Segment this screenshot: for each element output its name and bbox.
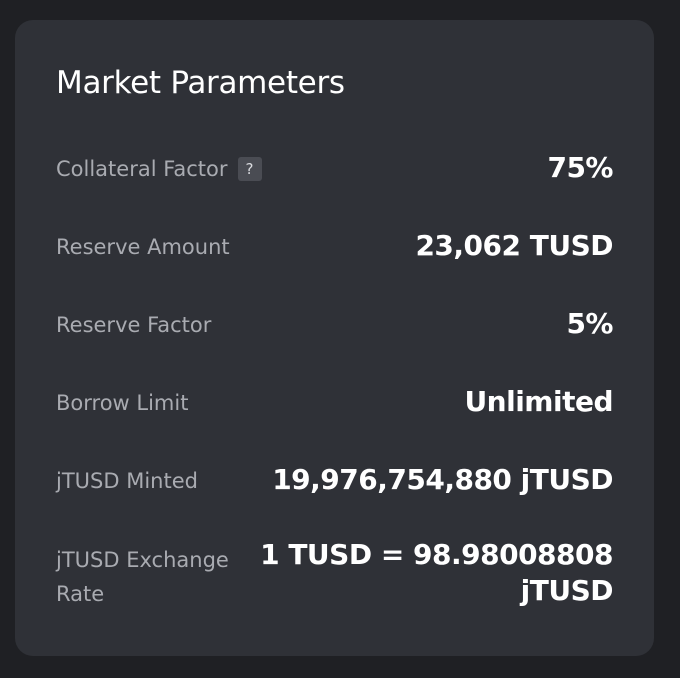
card-title: Market Parameters: [56, 65, 345, 101]
market-parameters-card: Market Parameters Collateral Factor ? 75…: [15, 20, 654, 656]
param-row-reserve-amount: Reserve Amount 23,062 TUSD: [56, 226, 613, 266]
param-label-borrow-limit: Borrow Limit: [56, 391, 189, 415]
param-label-reserve-factor: Reserve Factor: [56, 313, 212, 337]
param-value-reserve-factor: 5%: [566, 307, 613, 340]
param-label-reserve-amount: Reserve Amount: [56, 235, 230, 259]
param-label-jtusd-minted: jTUSD Minted: [56, 469, 198, 493]
param-row-borrow-limit: Borrow Limit Unlimited: [56, 382, 613, 422]
param-label-collateral-factor: Collateral Factor ?: [56, 156, 262, 182]
param-value-jtusd-minted: 19,976,754,880 jTUSD: [272, 463, 613, 496]
param-label-text: Collateral Factor: [56, 157, 228, 181]
param-value-collateral-factor: 75%: [547, 151, 613, 184]
help-icon[interactable]: ?: [237, 157, 262, 181]
param-row-collateral-factor: Collateral Factor ? 75%: [56, 148, 613, 188]
param-label-exchange-rate: jTUSD Exchange Rate: [56, 548, 229, 606]
param-value-reserve-amount: 23,062 TUSD: [415, 229, 613, 262]
param-value-exchange-rate: 1 TUSD = 98.98008808 jTUSD: [260, 538, 613, 607]
param-row-exchange-rate: jTUSD Exchange Rate 1 TUSD = 98.98008808…: [56, 536, 614, 616]
param-row-reserve-factor: Reserve Factor 5%: [56, 304, 613, 344]
param-value-borrow-limit: Unlimited: [464, 385, 613, 418]
param-row-jtusd-minted: jTUSD Minted 19,976,754,880 jTUSD: [56, 460, 613, 500]
